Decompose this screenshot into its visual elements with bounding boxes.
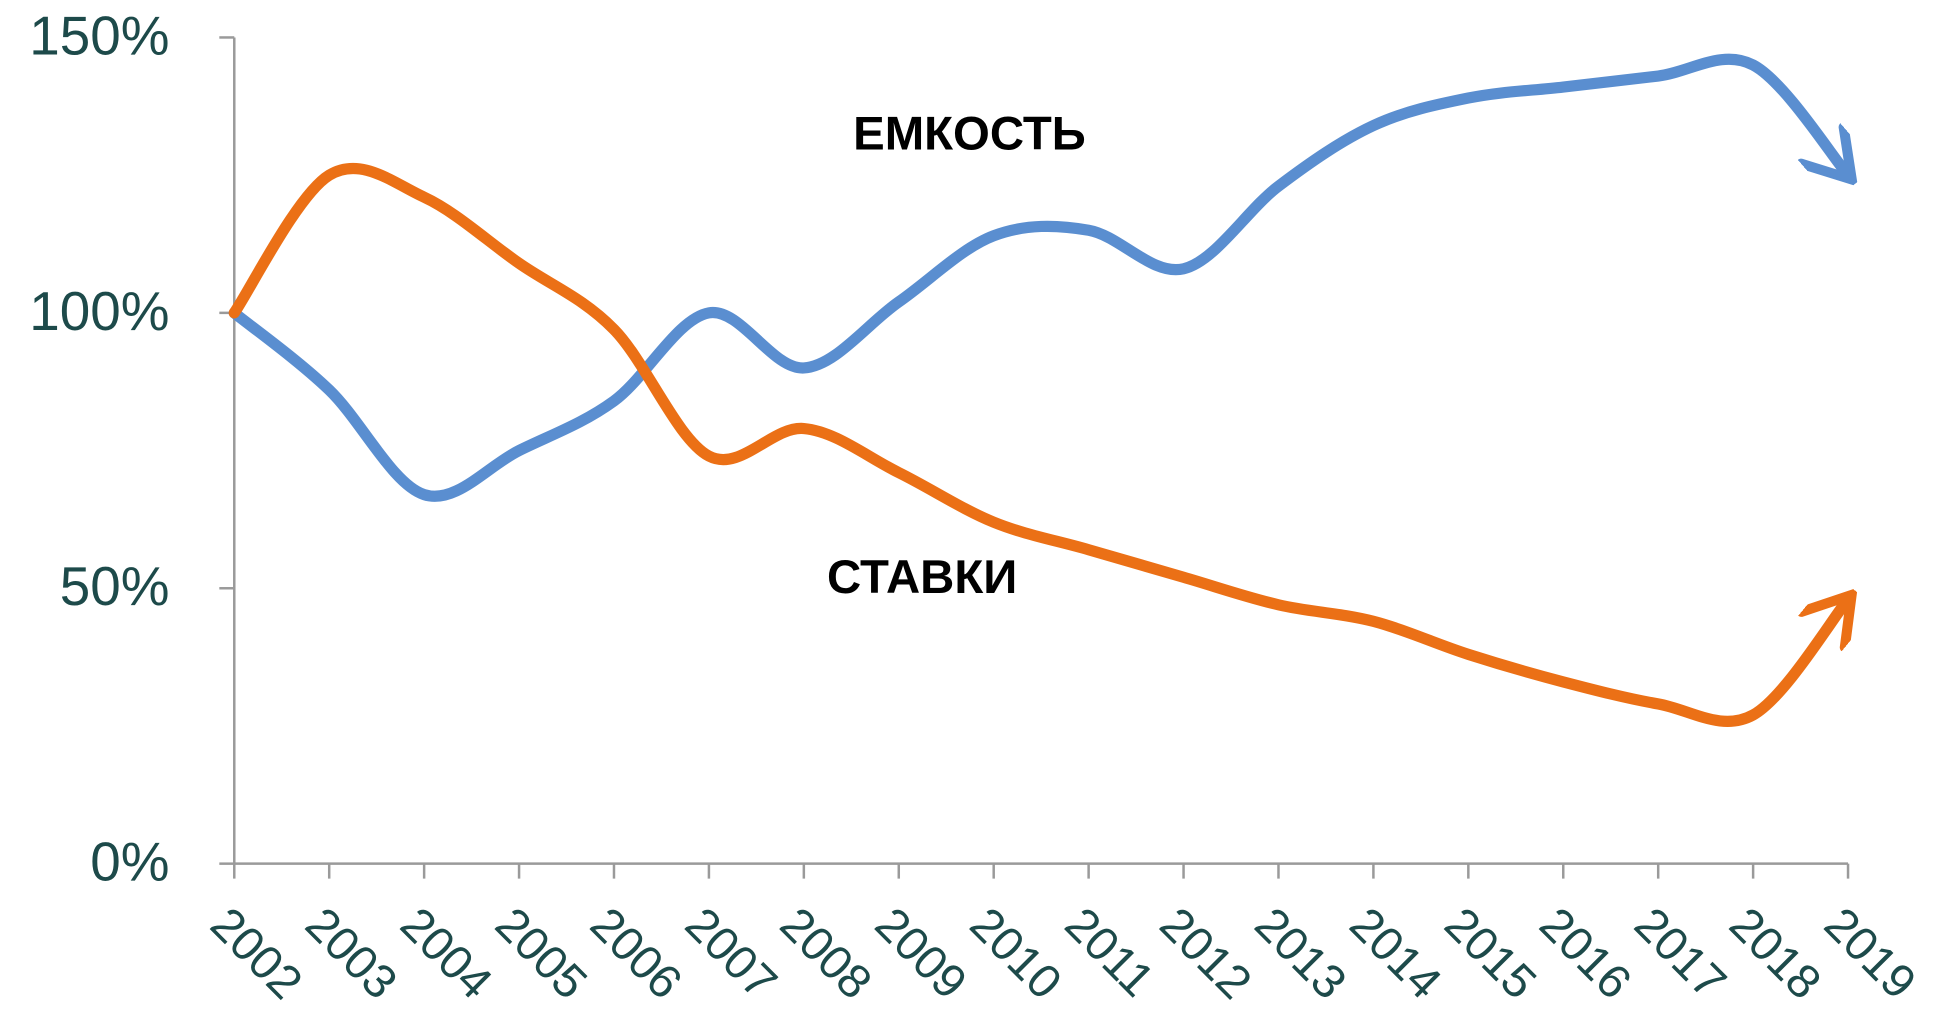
y-tick-label: 0% [90, 831, 169, 893]
y-tick-label: 50% [60, 555, 170, 617]
x-tick-label: 2005 [485, 898, 597, 1010]
y-tick-label: 100% [29, 280, 169, 342]
x-tick-label: 2007 [675, 898, 787, 1010]
line-series [228, 162, 1848, 727]
x-tick-label: 2012 [1149, 898, 1261, 1010]
x-tick-label: 2017 [1624, 898, 1736, 1010]
x-tick-label: 2004 [390, 898, 502, 1010]
x-tick-label: 2002 [200, 898, 312, 1010]
series-label: ЕМКОСТЬ [853, 108, 1086, 161]
x-tick-label: 2018 [1719, 898, 1831, 1010]
y-tick-label: 150% [29, 4, 169, 66]
line-series [228, 53, 1848, 502]
x-tick-label: 2015 [1434, 898, 1546, 1010]
x-tick-label: 2013 [1244, 898, 1356, 1010]
x-tick-label: 2010 [960, 898, 1072, 1010]
x-tick-label: 2014 [1339, 898, 1451, 1010]
x-tick-label: 2019 [1814, 898, 1926, 1010]
x-tick-label: 2003 [295, 898, 407, 1010]
x-tick-label: 2011 [1055, 898, 1164, 1007]
x-tick-label: 2006 [580, 898, 692, 1010]
series-label: СТАВКИ [827, 551, 1017, 604]
x-tick-label: 2016 [1529, 898, 1641, 1010]
x-tick-label: 2008 [770, 898, 882, 1010]
x-tick-label: 2009 [865, 898, 977, 1010]
